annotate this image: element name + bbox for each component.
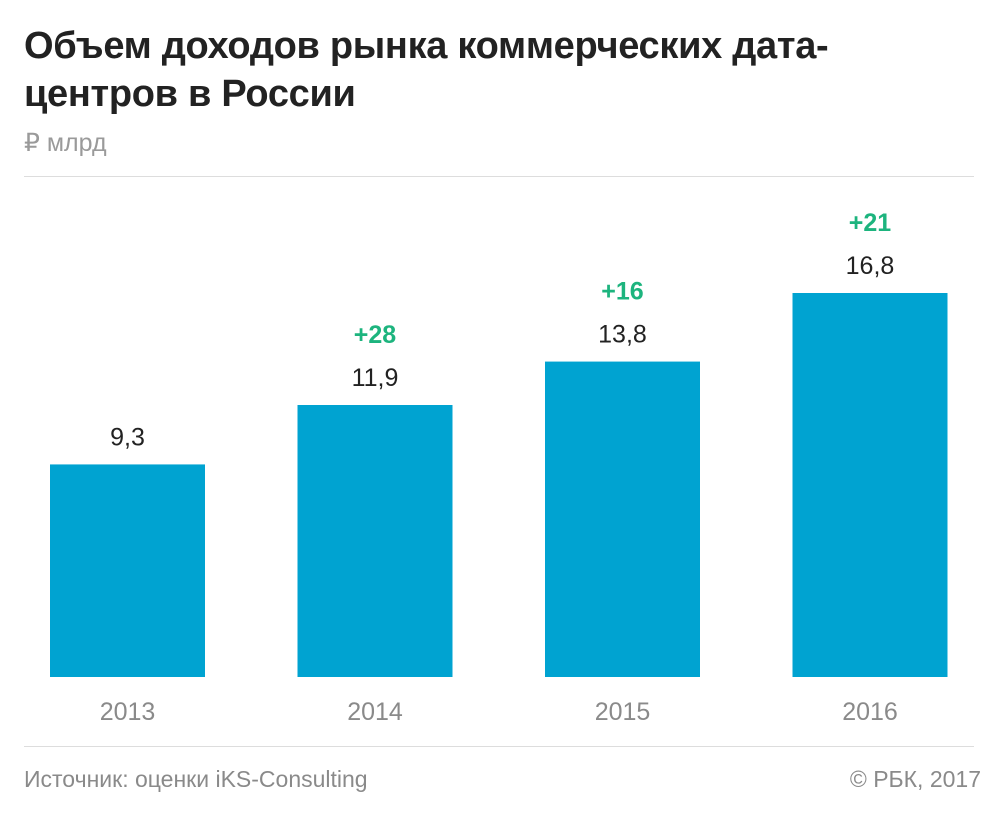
value-label-2016: 16,8 <box>846 252 895 280</box>
top-divider <box>24 176 974 177</box>
copyright-note: © РБК, 2017 <box>849 766 981 792</box>
value-label-2015: 13,8 <box>598 321 647 349</box>
x-tick-2014: 2014 <box>347 698 403 726</box>
bar-2014 <box>297 405 453 677</box>
growth-label-2014: +28 <box>354 321 397 349</box>
value-label-2014: 11,9 <box>352 364 399 392</box>
bar-2013 <box>50 464 205 677</box>
bar-2015 <box>545 361 700 677</box>
x-tick-2016: 2016 <box>842 698 898 726</box>
chart-title: Объем доходов рынка коммерческих дата-це… <box>24 25 829 115</box>
x-tick-2015: 2015 <box>595 698 651 726</box>
bar-2016 <box>792 293 948 677</box>
source-note: Источник: оценки iKS-Consulting <box>24 766 368 792</box>
growth-label-2015: +16 <box>601 278 643 306</box>
growth-label-2016: +21 <box>849 209 892 237</box>
x-tick-2013: 2013 <box>100 698 156 726</box>
unit-label: ₽ млрд <box>24 129 107 157</box>
value-label-2013: 9,3 <box>110 423 145 451</box>
bottom-divider <box>24 746 974 747</box>
